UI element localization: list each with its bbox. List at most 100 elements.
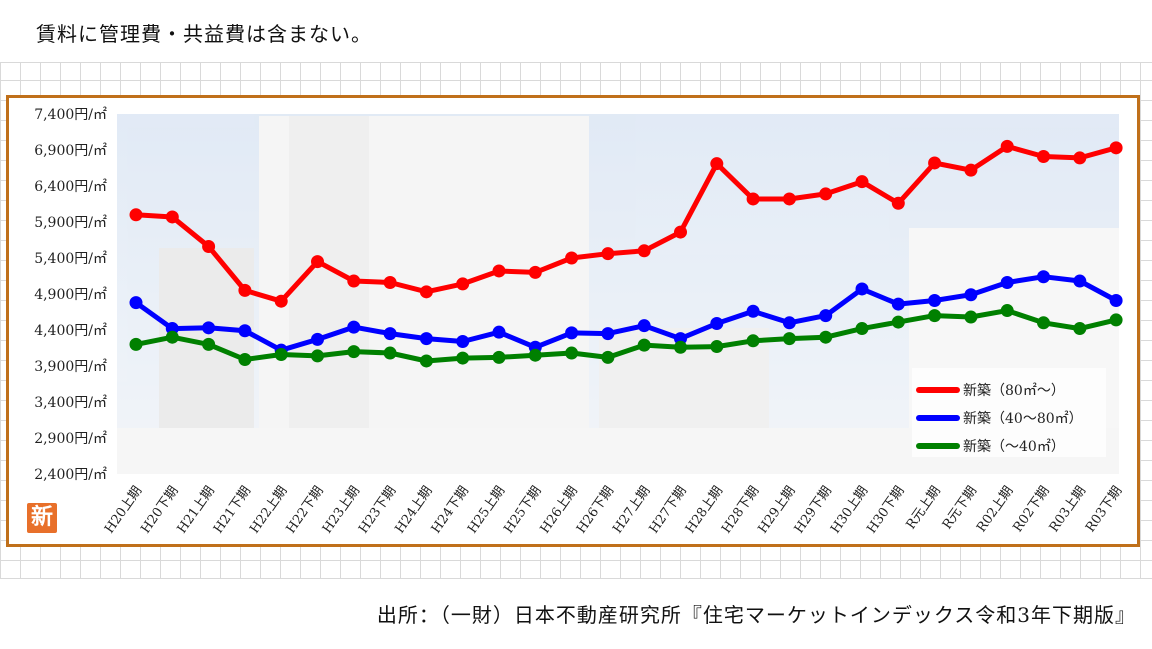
new-build-badge: 新 xyxy=(27,503,57,533)
data-point xyxy=(347,274,361,288)
note-bar: 賃料に管理費・共益費は含まない。 xyxy=(0,0,1152,63)
x-tick-label: R元上期 xyxy=(904,484,944,533)
data-point xyxy=(891,196,905,210)
y-tick-label: 5,400円/㎡ xyxy=(34,251,107,267)
data-point xyxy=(928,293,942,307)
chart-frame: 7,400円/㎡ 6,900円/㎡ 6,400円/㎡ 5,900円/㎡ 5,400円/㎡… xyxy=(6,95,1140,547)
data-point xyxy=(1000,275,1014,289)
data-point xyxy=(565,346,579,360)
data-point xyxy=(419,285,433,299)
x-tick-label: H30下期 xyxy=(864,484,907,537)
rent-trend-chart: 7,400円/㎡ 6,900円/㎡ 6,400円/㎡ 5,900円/㎡ 5,400円/㎡… xyxy=(34,107,1125,537)
data-point xyxy=(1073,322,1087,336)
data-point xyxy=(347,345,361,359)
y-tick-label: 4,400円/㎡ xyxy=(34,323,107,339)
data-point xyxy=(1000,139,1014,153)
data-point xyxy=(383,346,397,360)
data-point xyxy=(782,332,796,346)
data-point xyxy=(710,157,724,171)
data-point xyxy=(746,192,760,206)
data-point xyxy=(129,208,143,222)
note-text: 賃料に管理費・共益費は含まない。 xyxy=(36,22,372,46)
data-point xyxy=(637,319,651,333)
data-point xyxy=(311,255,324,269)
data-point xyxy=(165,330,179,344)
data-point xyxy=(1109,141,1123,155)
data-point xyxy=(819,330,833,344)
y-tick-label: 3,400円/㎡ xyxy=(34,395,107,411)
data-point xyxy=(1000,304,1014,318)
y-tick-label: 7,400円/㎡ xyxy=(34,107,107,123)
data-point xyxy=(528,348,542,362)
data-point xyxy=(601,247,615,261)
data-point xyxy=(782,192,796,206)
data-point xyxy=(964,163,978,177)
data-point xyxy=(165,210,179,224)
data-point xyxy=(782,316,796,330)
data-point xyxy=(129,337,143,351)
data-point xyxy=(202,239,216,253)
data-point xyxy=(492,264,506,278)
y-tick-label: 5,900円/㎡ xyxy=(34,215,107,231)
y-axis: 7,400円/㎡ 6,900円/㎡ 6,400円/㎡ 5,900円/㎡ 5,400円/㎡… xyxy=(34,107,107,483)
series-line xyxy=(133,143,1119,304)
data-point xyxy=(565,251,579,265)
data-point xyxy=(891,315,905,329)
data-point xyxy=(637,244,651,258)
data-point xyxy=(383,275,397,289)
x-axis: H20上期H20下期H21上期H21下期H22上期H22下期H23上期H23下期… xyxy=(102,484,1125,537)
data-point xyxy=(855,322,869,336)
data-point xyxy=(274,294,288,308)
source-bar: 出所：（一財）日本不動産研究所『住宅マーケットインデックス令和3年下期版』 xyxy=(0,578,1152,649)
data-point xyxy=(928,156,942,170)
data-point xyxy=(1037,270,1050,284)
data-point xyxy=(129,296,143,310)
data-point xyxy=(964,310,978,324)
data-point xyxy=(1073,274,1087,288)
data-point xyxy=(419,354,433,368)
data-point xyxy=(238,324,252,338)
data-point xyxy=(311,332,324,346)
data-point xyxy=(238,353,252,367)
data-point xyxy=(637,338,651,352)
data-point xyxy=(456,335,470,349)
data-point xyxy=(601,327,615,341)
data-point xyxy=(928,309,942,323)
data-point xyxy=(311,349,324,363)
series-line xyxy=(133,274,1119,353)
y-tick-label: 6,900円/㎡ xyxy=(34,143,107,159)
legend-label: 新築（80㎡～） xyxy=(963,383,1065,399)
series-3 xyxy=(129,304,1123,368)
legend-label: 新築（40～80㎡） xyxy=(963,411,1083,427)
legend-label: 新築（～40㎡） xyxy=(963,439,1065,455)
data-point xyxy=(1037,149,1050,163)
data-point xyxy=(601,350,615,364)
data-point xyxy=(1109,313,1123,327)
data-point xyxy=(1109,293,1123,307)
y-tick-label: 2,400円/㎡ xyxy=(34,467,107,483)
legend-box xyxy=(912,368,1106,457)
y-tick-label: 6,400円/㎡ xyxy=(34,179,107,195)
y-tick-label: 4,900円/㎡ xyxy=(34,287,107,303)
data-point xyxy=(674,340,687,354)
data-point xyxy=(1073,151,1087,165)
data-point xyxy=(710,340,724,354)
data-point xyxy=(855,282,869,296)
data-point xyxy=(964,288,978,302)
data-point xyxy=(891,297,905,311)
series-1 xyxy=(129,139,1123,308)
data-point xyxy=(492,325,506,339)
data-point xyxy=(456,277,470,291)
data-point xyxy=(746,304,760,318)
y-tick-label: 3,900円/㎡ xyxy=(34,359,107,375)
data-point xyxy=(238,283,252,297)
data-point xyxy=(819,187,833,201)
data-point xyxy=(746,334,760,348)
data-point xyxy=(855,175,869,189)
legend: 新築（80㎡～） 新築（40～80㎡） 新築（～40㎡） xyxy=(912,368,1106,457)
data-point xyxy=(565,326,579,340)
data-point xyxy=(202,337,216,351)
data-point xyxy=(202,321,216,335)
data-point xyxy=(710,317,724,331)
data-point xyxy=(674,225,687,239)
